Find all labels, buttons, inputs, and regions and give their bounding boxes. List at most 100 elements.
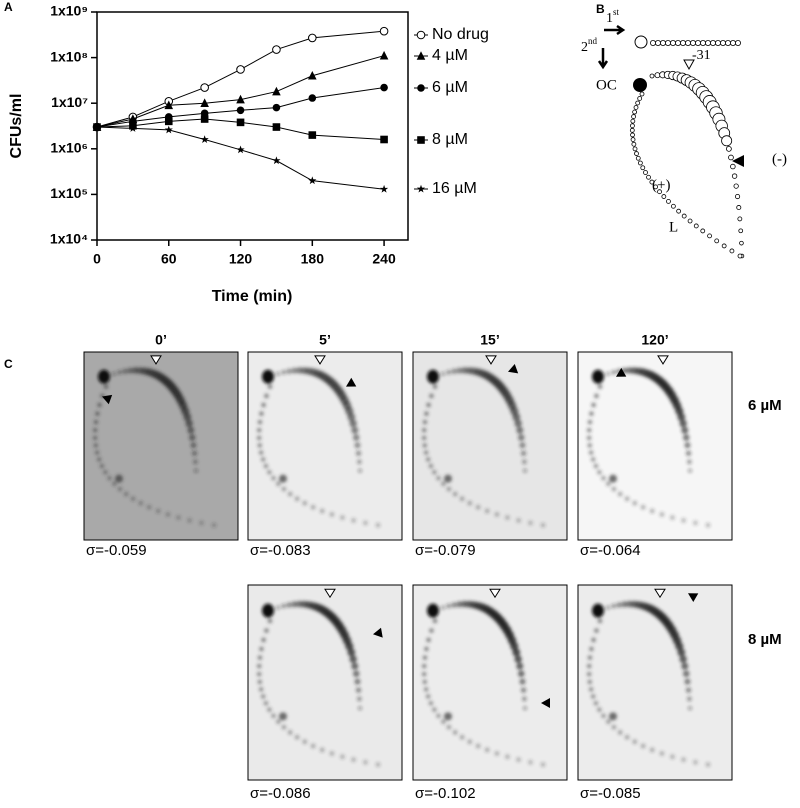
gel-band (349, 655, 357, 663)
gel-band (675, 406, 684, 416)
gel-band (520, 450, 527, 457)
spot (633, 78, 647, 92)
gel-band (355, 687, 362, 693)
gel-band (423, 450, 429, 455)
gel-band (257, 679, 263, 685)
gel-spot (115, 474, 123, 483)
gel-frame (412, 584, 568, 781)
gel-band (291, 601, 298, 608)
gel-band (256, 435, 262, 441)
spot (729, 248, 735, 254)
series-line (96, 30, 385, 128)
gel-band (185, 419, 193, 428)
marker (236, 65, 245, 74)
gel-band (467, 739, 473, 745)
spot (634, 151, 639, 156)
spot (721, 135, 733, 147)
spot (657, 189, 662, 195)
gel-band (677, 413, 686, 421)
marker (236, 94, 245, 104)
gel-band (294, 734, 300, 740)
spot (649, 73, 655, 79)
legend-marker (416, 30, 426, 40)
marker (308, 94, 317, 102)
legend-label: 6 µM (432, 79, 468, 96)
panel-label: A (4, 0, 13, 14)
label-part: 2 (581, 40, 588, 55)
gel-band (484, 508, 490, 514)
gel-band (340, 515, 345, 520)
gel-band (596, 707, 602, 713)
gel-band (275, 605, 281, 610)
gel-frame (577, 584, 733, 781)
diagram-label: (+) (652, 177, 670, 193)
y-tick-label: 1x10⁶ (50, 140, 88, 156)
spot (687, 218, 693, 224)
gel-spot (279, 474, 287, 483)
marker (200, 83, 209, 92)
gel-band (111, 481, 117, 487)
gel-band (132, 367, 139, 374)
spot (653, 184, 658, 190)
marker-arrowhead (346, 377, 357, 387)
spot (666, 198, 671, 204)
gel-image (247, 351, 403, 541)
gel-band (670, 515, 675, 520)
label-sup: nd (588, 36, 598, 46)
marker-triangle (489, 588, 501, 599)
marker (379, 50, 389, 60)
spot (733, 183, 739, 189)
gel-band (258, 450, 264, 455)
y-tick-label: 1x10⁵ (50, 185, 88, 201)
gel-band (677, 648, 686, 657)
gel-band (521, 696, 527, 702)
marker (236, 106, 245, 115)
gel-band (266, 469, 272, 475)
gel-band (446, 369, 452, 375)
series-line (96, 126, 385, 190)
spot (637, 96, 643, 101)
gel-band (605, 605, 611, 610)
gel-band (605, 719, 611, 725)
gel-band (682, 670, 690, 677)
gel-band (522, 705, 528, 711)
marker-triangle (654, 588, 666, 599)
sigma-label: σ=-0.079 (415, 542, 476, 559)
gel-band (351, 662, 359, 670)
gel-spot (592, 369, 604, 384)
gel-band (275, 719, 281, 725)
gel-band (421, 427, 427, 433)
gel-band (594, 628, 599, 633)
gel-spot (444, 474, 452, 483)
legend-label: 4 µM (432, 47, 468, 64)
gel-background (84, 352, 238, 540)
gel-band (432, 618, 438, 624)
gel-band (345, 642, 354, 651)
gel-band (436, 475, 441, 481)
gel-band (679, 655, 687, 663)
series-line (96, 87, 385, 128)
gel-band (475, 743, 481, 749)
marker (200, 98, 209, 107)
spot (670, 40, 677, 47)
gel-band (540, 522, 546, 528)
spot (630, 132, 635, 138)
x-axis-label: Time (min) (212, 288, 293, 305)
spot (649, 179, 655, 185)
spot (731, 173, 738, 179)
gel-background (413, 352, 567, 540)
spot (730, 40, 737, 47)
gel-band (264, 628, 269, 633)
label-sup: st (613, 7, 620, 17)
sigma-label: σ=-0.085 (580, 785, 641, 802)
gel-band (640, 743, 646, 749)
gel-band (452, 491, 458, 497)
spot (738, 228, 744, 234)
marker (272, 156, 281, 165)
gel-band (593, 700, 599, 706)
column-label: 5’ (319, 332, 331, 348)
marker (379, 184, 389, 193)
spot (660, 40, 667, 47)
gel-band (296, 600, 303, 608)
gel-band (626, 600, 633, 608)
